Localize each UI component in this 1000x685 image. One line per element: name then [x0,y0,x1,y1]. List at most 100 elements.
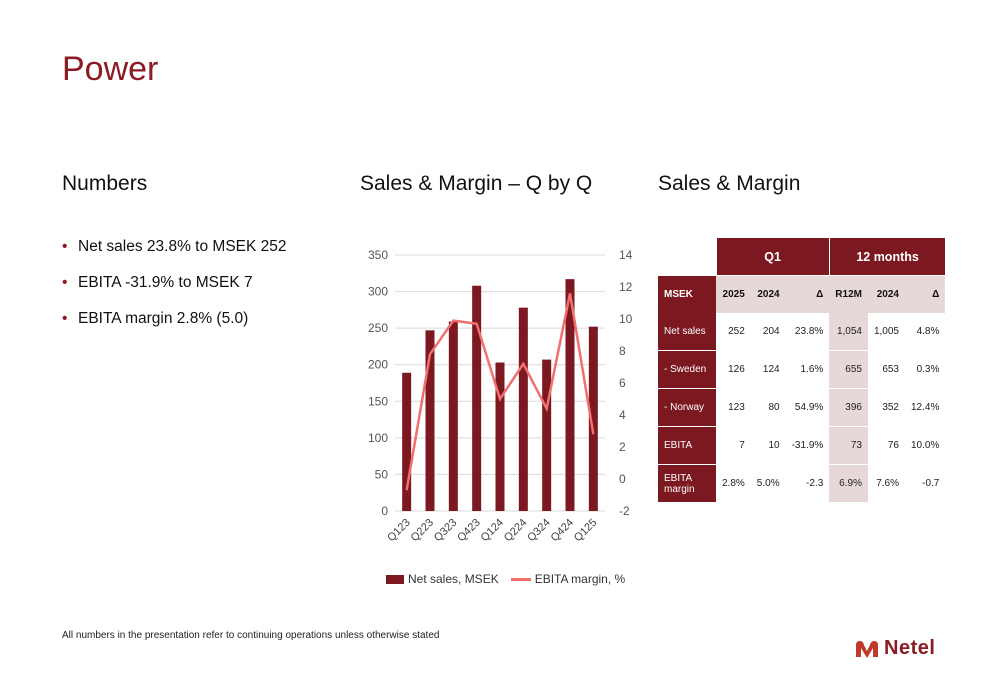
sales-margin-table: Q1 12 months MSEK 2025 2024 Δ R12M 2024 … [658,238,946,502]
y-tick-label: 150 [368,394,388,408]
table-heading: Sales & Margin [658,172,801,195]
table-row: Net sales 252 204 23.8% 1,054 1,005 4.8% [658,313,945,351]
table-cell: 80 [750,388,786,427]
table-cell: 1,005 [873,326,899,337]
x-tick-label: Q124 [479,517,507,545]
legend-bar-swatch [386,574,404,584]
table-cell: 4.8% [916,326,940,337]
netel-logo: Netel [854,637,935,660]
table-cell: 10.0% [905,426,946,465]
x-tick-label: Q125 [572,517,600,545]
table-cell: 352 [867,388,905,427]
y2-tick-label: 12 [619,280,633,294]
x-tick-label: Q324 [525,517,553,545]
bar-net-sales [448,321,458,511]
table-cell: 54.9% [785,388,830,427]
y2-tick-label: -2 [619,504,630,518]
netel-logo-icon [856,640,878,658]
y2-tick-label: 14 [619,248,633,262]
table-cell: 7 [716,426,751,465]
chart-heading: Sales & Margin – Q by Q [360,172,593,195]
header-msek: MSEK [658,275,716,313]
numbers-heading: Numbers [62,172,148,195]
header-r12m: R12M [829,275,868,313]
x-tick-label: Q424 [549,517,577,545]
y2-tick-label: 0 [619,472,626,486]
bar-net-sales [588,326,598,511]
x-tick-label: Q323 [432,517,460,545]
table-cell: 655 [829,350,868,389]
table-cell: 124 [750,350,786,389]
page-title: Power [62,50,159,88]
table-cell: -2.3 [785,464,830,502]
y-tick-label: 350 [368,248,388,262]
row-label: - Sweden [658,350,716,389]
table-cell: 653 [867,350,905,389]
table-cell: 1,054 [829,313,868,351]
y2-tick-label: 8 [619,344,626,358]
header-delta-r12: Δ [905,275,946,313]
table-cell: 252 [728,326,745,337]
x-tick-label: Q123 [385,517,413,545]
table-cell: 10 [750,426,786,465]
table-cell: 7.6% [867,464,905,502]
sales-margin-chart: 050100150200250300350-202468101214Q123Q2… [368,248,633,545]
table-cell: 126 [716,350,751,389]
legend-ebita-margin: EBITA margin, % [534,572,626,586]
netel-logo-text: Netel [884,637,936,659]
row-label: Net sales [658,313,716,351]
table-cell: -31.9% [785,426,830,465]
bar-net-sales [472,285,482,511]
group-q1: Q1 [715,238,830,276]
header-2024: 2024 [750,275,786,313]
bar-net-sales [495,362,505,511]
table-row: - Norway 123 80 54.9% 396 352 12.4% [658,388,946,427]
table-cell: 0.3% [905,350,946,389]
table-cell: 1.6% [785,350,830,389]
table-body: Net sales 252 204 23.8% 1,054 1,005 4.8% - Swed… [658,313,946,502]
table-cell: 2.8% [716,464,751,502]
y2-tick-label: 2 [619,440,626,454]
legend-line-swatch [510,577,531,581]
header-2025: 2025 [716,275,751,313]
y2-tick-label: 10 [619,312,633,326]
table-row: EBITA 7 10 -31.9% 73 76 10.0% [658,426,946,465]
x-tick-label: Q224 [502,517,530,545]
table-cell: 12.4% [905,388,946,427]
table-corner [658,238,716,276]
y-tick-label: 300 [368,285,388,299]
bullet-ebita-margin: EBITA margin 2.8% (5.0) [62,310,287,328]
table-row: EBITA margin 2.8% 5.0% -2.3 6.9% 7.6% -0.7 [658,464,946,502]
group-12-months: 12 months [828,238,946,276]
y-tick-label: 50 [375,467,389,481]
table-row: - Sweden 126 124 1.6% 655 653 0.3% [658,350,946,389]
y2-tick-label: 4 [619,408,626,422]
table-cell: 6.9% [829,464,868,502]
table-cell: 204 [762,326,780,337]
row-label: - Norway [658,388,716,427]
row-label: EBITA [658,426,716,465]
chart-legend: Net sales, MSEK EBITA margin, % [386,572,625,586]
table-cell: 73 [829,426,868,465]
bar-net-sales [425,330,435,511]
table-cell: 23.8% [794,326,824,337]
y-tick-label: 200 [368,358,388,372]
x-tick-label: Q423 [455,517,483,545]
table-header-row: MSEK 2025 2024 Δ R12M 2024 Δ [658,275,946,313]
bullet-list: Net sales 23.8% to MSEK 252 EBITA -31.9%… [62,238,287,346]
y-tick-label: 0 [381,504,388,518]
y-tick-label: 250 [368,321,388,335]
bullet-net-sales: Net sales 23.8% to MSEK 252 [62,238,287,256]
y2-tick-label: 6 [619,376,626,390]
table-cell: 396 [829,388,868,427]
table-cell: 76 [867,426,905,465]
header-2024-r12: 2024 [867,275,905,313]
table-cell: 123 [716,388,751,427]
legend-net-sales: Net sales, MSEK [408,572,499,586]
bullet-ebita: EBITA -31.9% to MSEK 7 [62,274,287,292]
bar-net-sales [542,359,552,511]
bar-net-sales [402,372,412,511]
table-cell: -0.7 [905,464,946,502]
x-tick-label: Q223 [409,517,437,545]
y-tick-label: 100 [368,431,388,445]
